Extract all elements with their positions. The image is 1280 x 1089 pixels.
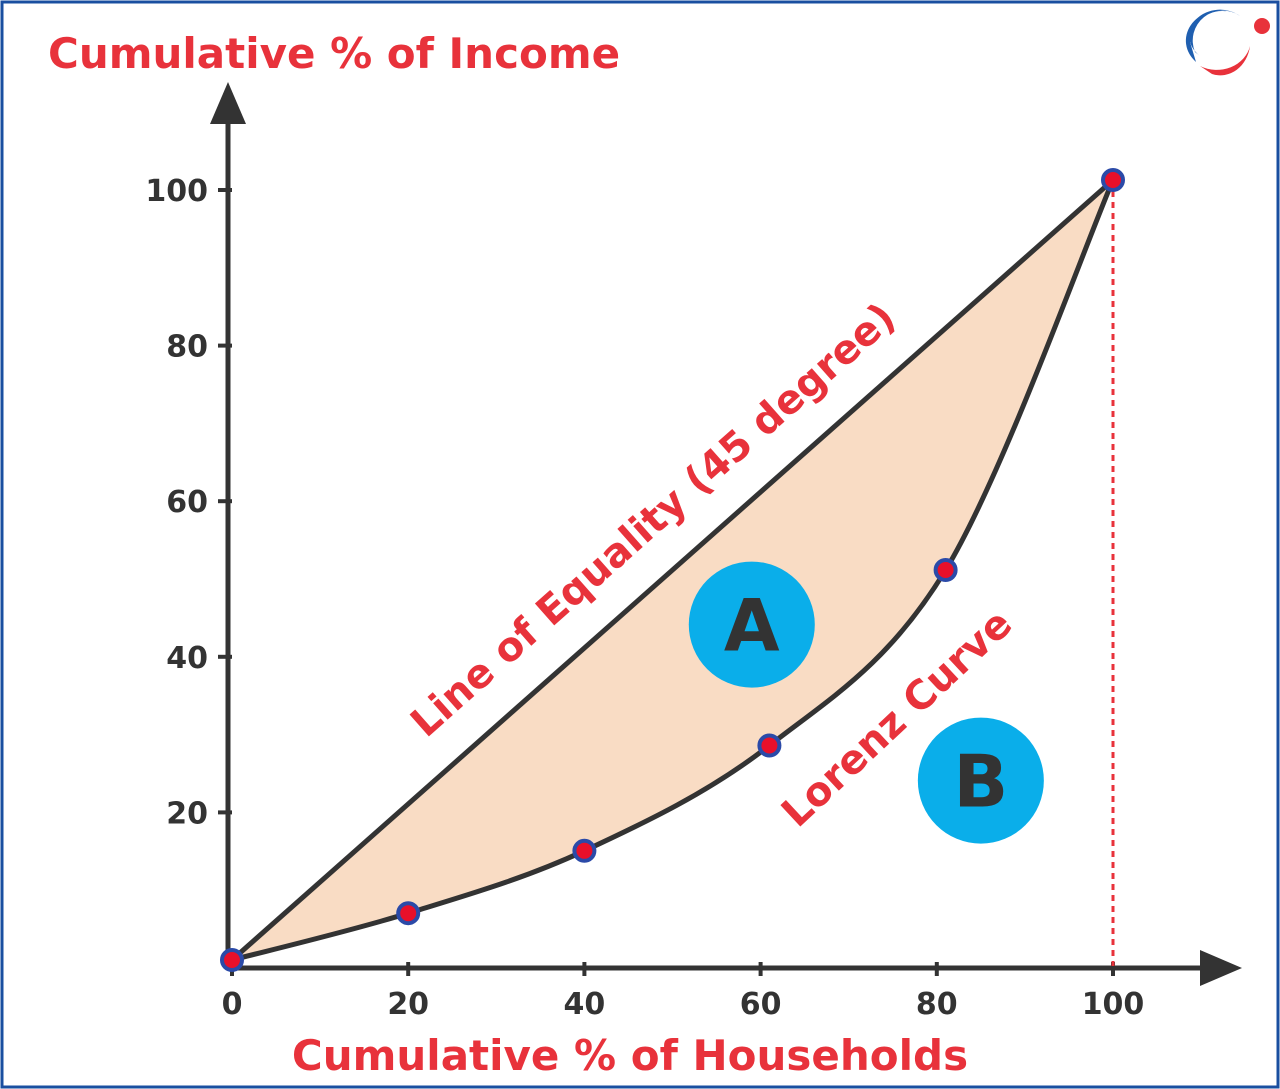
region-label-a: A xyxy=(724,584,780,668)
lorenz-point xyxy=(933,558,958,582)
brand-globe-icon xyxy=(1185,9,1270,76)
y-tick-label: 60 xyxy=(166,485,208,520)
lorenz-point xyxy=(396,901,421,926)
x-tick-label: 40 xyxy=(564,987,606,1022)
x-tick-label: 100 xyxy=(1082,987,1145,1022)
y-axis-title: Cumulative % of Income xyxy=(48,29,620,78)
y-tick-label: 100 xyxy=(145,174,208,209)
x-tick-label: 80 xyxy=(916,987,958,1022)
region-label-b: B xyxy=(953,740,1008,824)
lorenz-point xyxy=(220,948,244,972)
region-labels: AB xyxy=(688,561,1044,844)
y-axis-ticks: 20 40 60 80 100 xyxy=(145,174,232,831)
x-tick-label: 20 xyxy=(387,987,429,1022)
y-tick-label: 80 xyxy=(166,330,208,365)
x-axis-arrow xyxy=(1200,950,1242,986)
series-line-equality xyxy=(230,178,1115,962)
lorenz-point xyxy=(757,733,782,758)
lorenz-markers xyxy=(220,168,1125,972)
x-axis-title: Cumulative % of Households xyxy=(292,1031,968,1080)
region-circle-a xyxy=(688,561,815,688)
x-axis-ticks: 0 20 40 60 80 100 xyxy=(222,962,1145,1022)
region-circle-b xyxy=(917,717,1044,844)
x-tick-label: 0 xyxy=(222,987,243,1022)
y-tick-label: 40 xyxy=(166,641,208,676)
x-tick-label: 60 xyxy=(740,987,782,1022)
y-axis-arrow xyxy=(210,82,246,124)
lorenz-point xyxy=(1101,168,1125,192)
y-tick-label: 20 xyxy=(166,796,208,831)
lorenz-point xyxy=(572,838,597,863)
